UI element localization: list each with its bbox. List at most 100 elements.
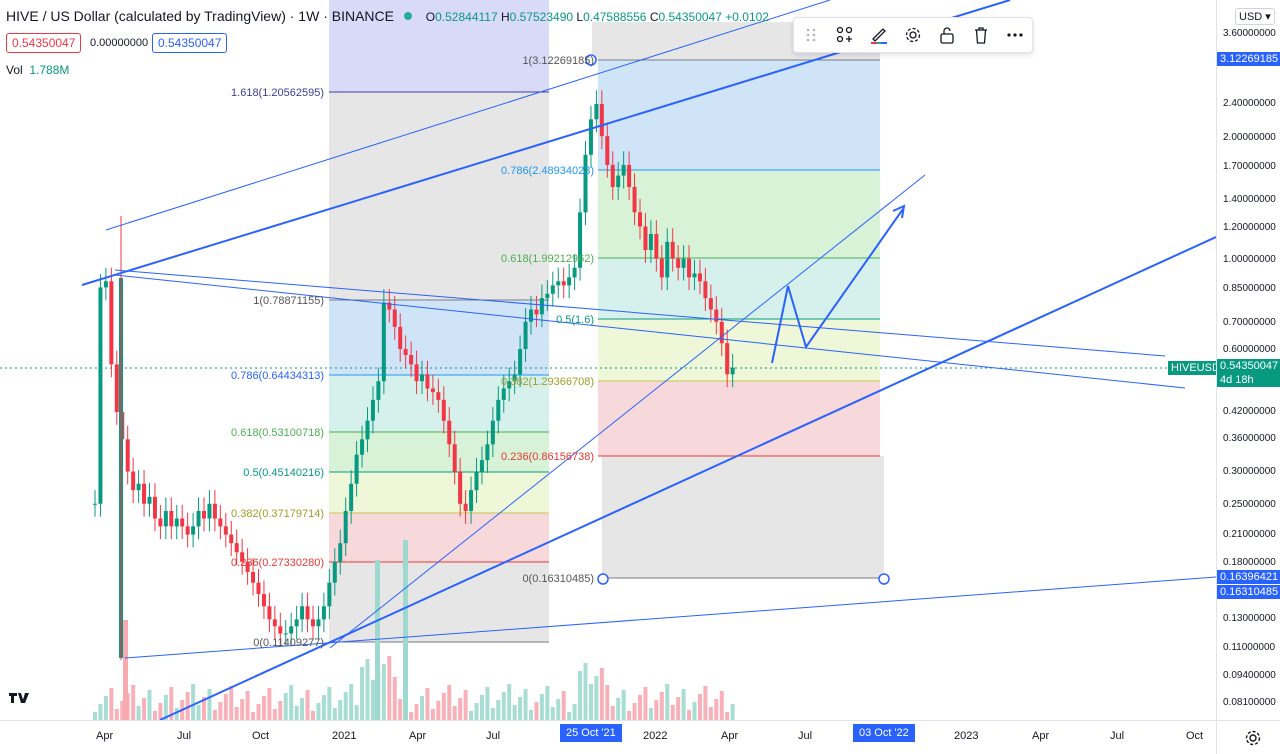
volume-bar [485, 687, 490, 720]
sell-price-box[interactable]: 0.54350047 [6, 33, 82, 53]
time-tick: Jul [486, 730, 501, 742]
time-tick: Jul [1110, 730, 1125, 742]
volume-bar [714, 699, 719, 720]
fib-level-label: 1(0.78871155) [253, 295, 324, 307]
volume-bar [588, 684, 593, 720]
more-icon[interactable] [998, 18, 1032, 52]
candle-body [360, 439, 365, 455]
price-tick: 2.00000000 [1223, 132, 1276, 143]
volume-bar [545, 686, 550, 720]
volume-bar [463, 690, 468, 720]
volume-bar [123, 620, 128, 720]
date-highlight-start: 25 Oct '21 [560, 724, 622, 742]
volume-bar [583, 663, 588, 720]
ohlc-readout: O0.52844117 H0.57523490 L0.47588556 C0.5… [425, 10, 769, 24]
volume-bar [621, 690, 626, 720]
candle-body [665, 241, 670, 278]
volume-bar [469, 711, 474, 720]
candle-body [223, 526, 228, 535]
cursor-plus-icon[interactable] [828, 18, 862, 52]
candle-body [354, 454, 359, 484]
volume-bar [114, 709, 119, 720]
price-tick: 3.60000000 [1223, 28, 1276, 39]
volume-bar [616, 698, 621, 720]
unlock-icon[interactable] [930, 18, 964, 52]
candle-body [158, 518, 163, 527]
projection-path [771, 208, 904, 364]
candle-body [218, 518, 223, 527]
volume-bar [496, 700, 501, 720]
candle-body [272, 619, 277, 627]
chart-canvas[interactable]: 1.618(1.20562595) 1(0.78871155) 0.786(0.64… [0, 0, 1216, 720]
candle-body [191, 526, 196, 535]
volume-bar [354, 705, 359, 720]
volume-bar [207, 689, 212, 720]
currency-selector[interactable]: USD ▾ [1235, 8, 1275, 25]
drag-handle-icon[interactable] [794, 18, 828, 52]
candle-body [452, 444, 457, 472]
volume-bar [316, 703, 321, 720]
fib-zone-gray [329, 92, 549, 300]
volume-bar [381, 664, 386, 720]
volume-bar [234, 707, 239, 720]
spread-value: 0.00000000 [90, 37, 149, 49]
candle-body [692, 273, 697, 278]
fib-anchor-handle [585, 54, 597, 66]
symbol-price-tag: HIVEUSD [1168, 361, 1216, 375]
candle-body [670, 241, 675, 259]
candle-body [648, 233, 653, 251]
candle-body [98, 287, 103, 504]
price-axis[interactable]: USD ▾ 3.600000002.800000002.400000002.00… [1216, 0, 1280, 720]
fib-level-label: 0.618(0.53100718) [231, 427, 324, 439]
volume-bar [425, 688, 430, 720]
candle-body [469, 490, 474, 511]
price-tick: 0.13000000 [1223, 613, 1276, 624]
candle-body [278, 626, 283, 634]
candle-body [567, 277, 572, 286]
fib-level-label: 1.618(1.20562595) [231, 87, 324, 99]
volume-bar [349, 684, 354, 720]
volume-bar [223, 694, 228, 720]
chart-pane[interactable]: 1.618(1.20562595) 1(0.78871155) 0.786(0.64… [0, 0, 1216, 720]
volume-bar [610, 706, 615, 720]
candle-body [714, 309, 719, 322]
last-price-tag: 0.54350047 [1217, 359, 1280, 373]
candle-body [534, 309, 539, 315]
trend-line [105, 0, 831, 231]
candle-body [638, 212, 642, 227]
volume-bar [272, 709, 277, 720]
volume-bar [261, 696, 266, 720]
level-price-tag: 0.16310485 [1217, 585, 1280, 599]
volume-bar [240, 699, 245, 720]
fib-zone-gray-bottom [329, 562, 549, 642]
volume-bar [539, 694, 544, 720]
candle-body [561, 281, 566, 286]
volume-bar [436, 701, 441, 720]
fib2-level-label: 0.786(2.48934023) [501, 165, 594, 177]
settings-corner[interactable] [1216, 720, 1280, 754]
volume-bar [599, 668, 604, 720]
pencil-icon[interactable] [862, 18, 896, 52]
candle-body [196, 510, 201, 527]
candle-body [103, 281, 108, 288]
candle-body [654, 233, 659, 259]
candle-body [572, 267, 577, 278]
volume-bar [501, 692, 506, 720]
candle-body [403, 348, 408, 355]
gear-icon[interactable] [1244, 729, 1262, 747]
volume-bar [245, 691, 250, 720]
candle-body [621, 164, 626, 176]
buy-price-box[interactable]: 0.54350047 [152, 33, 228, 53]
volume-bar [474, 703, 479, 720]
candle-body [436, 392, 441, 400]
volume-bar [120, 701, 125, 720]
volume-bar [648, 708, 653, 720]
volume-bar [202, 697, 206, 720]
time-axis[interactable]: AprJulOct2021AprJul12022AprJul2023AprJul… [0, 720, 1216, 754]
time-tick: Oct [1186, 730, 1204, 742]
settings-icon[interactable] [896, 18, 930, 52]
candle-body [725, 343, 730, 375]
candle-body [425, 374, 430, 389]
volume-bar [403, 540, 408, 720]
trash-icon[interactable] [964, 18, 998, 52]
